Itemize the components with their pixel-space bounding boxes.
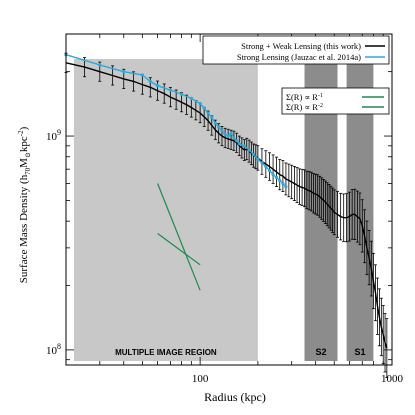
series-point [148, 79, 152, 84]
series-point [179, 92, 184, 96]
legend: Strong + Weak Lensing (this work)Strong … [202, 35, 390, 65]
series-point [232, 136, 236, 140]
series-point [155, 84, 160, 88]
region-label-1: MULTIPLE IMAGE REGION [115, 348, 217, 357]
series-point [284, 185, 288, 189]
region-label-3: S1 [354, 347, 365, 357]
region-1 [73, 59, 258, 361]
legend-box [202, 35, 390, 65]
series-point [226, 134, 230, 138]
series-point [168, 88, 172, 92]
series-point [242, 144, 246, 148]
region-label-2: S2 [316, 347, 327, 357]
series-point [267, 168, 272, 173]
y-label-mid: M [18, 158, 30, 168]
power-law-label-2: Σ(R) ∝ R-2 [286, 102, 323, 112]
series-point [213, 121, 217, 125]
y-label-sup: -2 [17, 130, 25, 136]
legend-label-2: Strong Lensing (Jauzac et al. 2014a) [237, 52, 361, 62]
series-point [223, 132, 227, 136]
series-point [220, 129, 224, 133]
series-point [202, 106, 206, 110]
y-label-tail: kpc [18, 136, 30, 152]
y-label-sub2: ⊙ [24, 152, 32, 158]
y-label-sub1: 70 [24, 167, 32, 175]
series-point [274, 175, 279, 180]
series-point [198, 101, 202, 106]
x-tick-label-2: 1000 [381, 373, 404, 385]
series-point [260, 161, 264, 165]
series-point [264, 164, 268, 169]
legend-label-1: Strong + Weak Lensing (this work) [241, 41, 361, 51]
series-point [210, 115, 214, 120]
ticks-layer: 100 1000 108 109 [46, 33, 404, 385]
y-tick-label-2: 109 [46, 128, 61, 143]
plot-frame [65, 33, 393, 366]
series-point [122, 70, 126, 74]
legend-power-law-box [281, 87, 390, 115]
series-point [235, 139, 239, 143]
series-point [98, 63, 102, 67]
x-tick-label-1: 100 [192, 373, 209, 385]
series-point [247, 148, 251, 152]
legend-power-law: Σ(R) ∝ R-1Σ(R) ∝ R-2 [281, 87, 390, 115]
series-point [256, 157, 260, 161]
series-point [189, 96, 193, 100]
series-point [237, 142, 241, 146]
series-point [229, 131, 233, 135]
series-point [206, 111, 210, 115]
series-layer [64, 52, 389, 378]
series-point [278, 178, 282, 183]
y-label-close: ) [18, 126, 30, 130]
series-point [217, 125, 221, 129]
series-point [281, 181, 285, 186]
series-point [271, 173, 275, 177]
x-axis-label: Radius (kpc) [204, 390, 266, 404]
y-label-main: Surface Mass Density (h [18, 174, 30, 283]
series-point [252, 152, 256, 157]
y-tick-label-1: 108 [46, 342, 61, 357]
power-law-label-1: Σ(R) ∝ R-1 [286, 92, 323, 102]
series-line-4 [157, 183, 201, 291]
y-axis-label: Surface Mass Density (h70M⊙kpc-2) [17, 126, 32, 283]
series-line-2 [65, 54, 287, 188]
series-point [140, 73, 144, 77]
series-line-3 [157, 233, 201, 266]
